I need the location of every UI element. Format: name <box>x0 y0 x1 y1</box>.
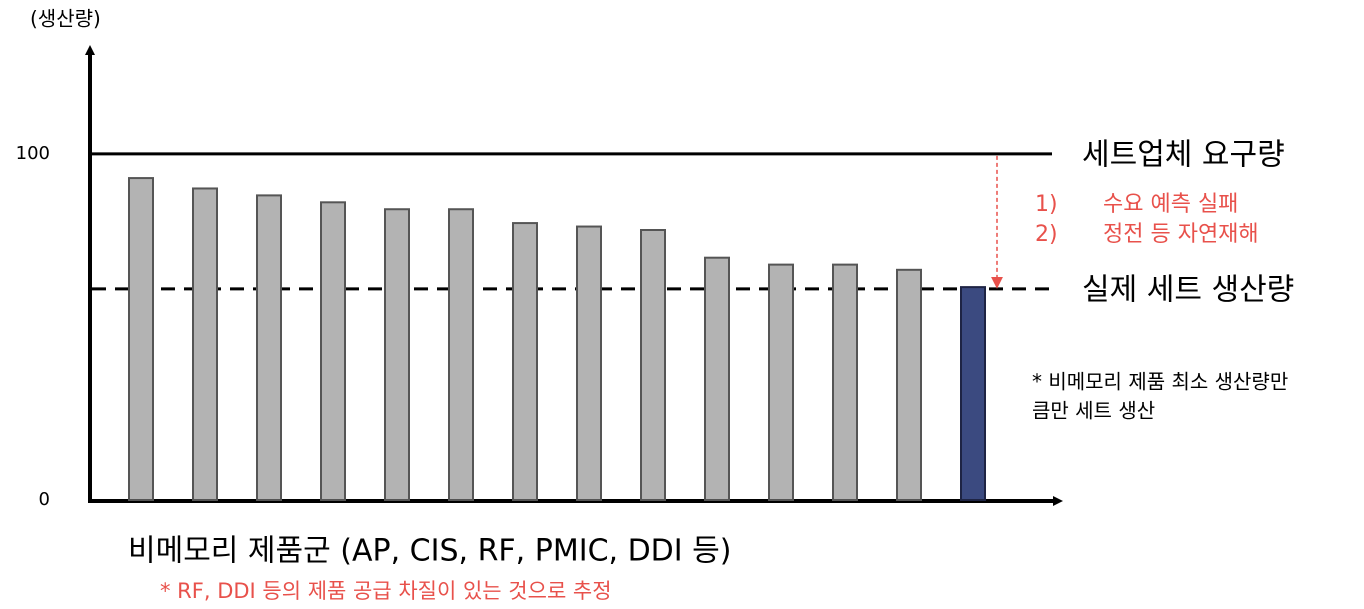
bar <box>192 187 218 501</box>
bar <box>384 208 410 501</box>
x-note: * RF, DDI 등의 제품 공급 차질이 있는 것으로 추정 <box>160 579 612 603</box>
bar <box>704 256 730 502</box>
bar <box>896 268 922 501</box>
gap-reason-number: 1) <box>1035 192 1058 217</box>
bar <box>640 229 666 501</box>
reference-label: 실제 세트 생산량 <box>1082 272 1294 307</box>
bar <box>512 222 538 501</box>
side-note: * 비메모리 제품 최소 생산량만 <box>1032 370 1288 394</box>
gap-reason: 정전 등 자연재해 <box>1103 222 1259 247</box>
bar <box>768 263 794 501</box>
bar <box>448 208 474 501</box>
y-tick-label: 100 <box>16 143 50 164</box>
bar <box>960 286 986 501</box>
bar <box>320 201 346 502</box>
bar <box>128 177 154 501</box>
y-tick-label: 0 <box>39 489 50 510</box>
x-axis-label: 비메모리 제품군 (AP, CIS, RF, PMIC, DDI 등) <box>128 534 731 569</box>
gap-reason: 수요 예측 실패 <box>1103 192 1238 217</box>
y-axis-label: (생산량) <box>30 7 101 31</box>
bar <box>576 225 602 502</box>
bar <box>832 263 858 501</box>
side-note: 큼만 세트 생산 <box>1032 399 1155 423</box>
bar <box>256 194 282 501</box>
reference-label: 세트업체 요구량 <box>1082 137 1285 172</box>
gap-reason-number: 2) <box>1035 222 1058 247</box>
